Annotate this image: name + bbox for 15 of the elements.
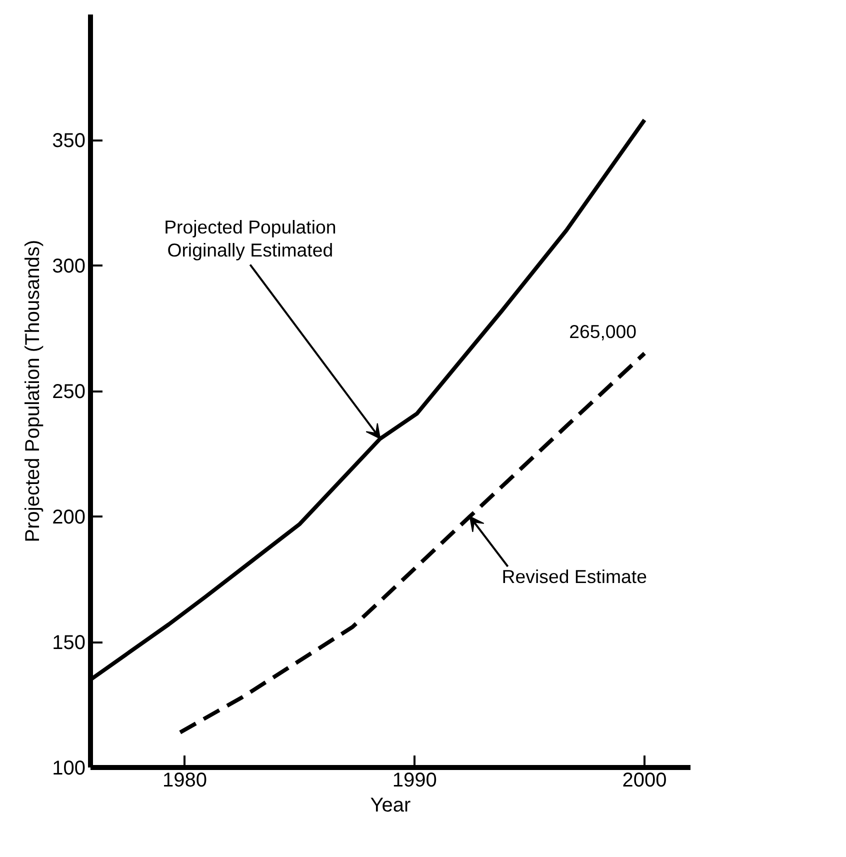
y-tick-label: 200 <box>52 506 86 528</box>
y-tick-label: 350 <box>52 130 86 152</box>
annotation: 265,000 <box>569 320 637 342</box>
y-tick-label: 250 <box>52 381 86 403</box>
y-tick-label: 300 <box>52 256 86 278</box>
line-series <box>178 351 647 734</box>
x-tick-label: 1980 <box>162 770 208 792</box>
x-axis-title: Year <box>370 794 412 816</box>
y-tick-label: 150 <box>52 632 86 654</box>
annotation: Projected Population Originally Estimated <box>164 216 336 261</box>
x-tick-label: 1990 <box>392 770 437 792</box>
x-tick-label: 2000 <box>622 770 667 792</box>
y-axis-title: Projected Population (Thousands) <box>22 240 44 542</box>
annotation: Revised Estimate <box>502 566 647 587</box>
y-tick-label: 100 <box>52 758 86 780</box>
